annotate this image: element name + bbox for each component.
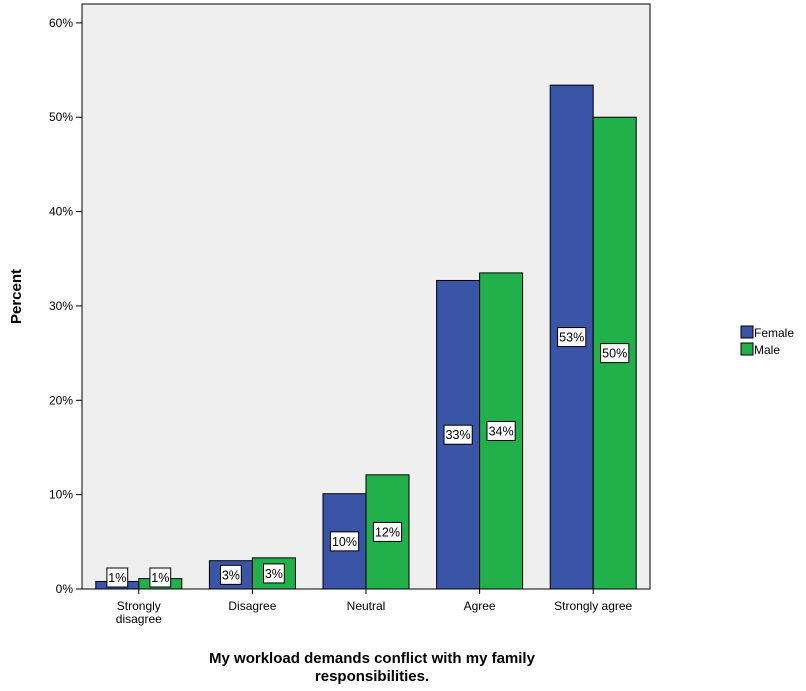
data-label: 12% xyxy=(375,525,400,539)
y-tick-label: 60% xyxy=(49,16,73,30)
y-tick-label: 40% xyxy=(49,205,73,219)
legend: Female Male xyxy=(740,325,794,357)
x-tick-label: Disagree xyxy=(228,599,276,613)
data-label-box xyxy=(149,567,172,588)
y-tick-label: 10% xyxy=(49,488,73,502)
data-labels: 1% 1% 3% 3% 10% 12% 33% 34% 53% 50% xyxy=(106,327,630,588)
data-label: 3% xyxy=(222,568,240,582)
data-label-box xyxy=(486,420,516,441)
data-label-box xyxy=(443,424,473,445)
x-tick-label-line: Disagree xyxy=(228,599,276,613)
data-label: 1% xyxy=(108,571,126,585)
data-label-box xyxy=(329,531,360,552)
x-tick-label-line: Strongly agree xyxy=(554,599,632,613)
data-label: 3% xyxy=(265,567,283,581)
y-tick-label: 20% xyxy=(49,393,73,407)
y-tick-label: 30% xyxy=(49,299,73,313)
data-label-box xyxy=(600,343,630,364)
data-label-box xyxy=(106,567,129,588)
y-tick-label: 0% xyxy=(56,582,74,596)
legend-swatch-male xyxy=(740,342,754,356)
legend-label-male: Male xyxy=(754,343,780,357)
data-label-box xyxy=(220,564,242,585)
x-tick-label: Strongly agree xyxy=(554,599,632,613)
legend-swatch-female xyxy=(740,325,754,339)
x-tick-label-line: disagree xyxy=(116,612,162,626)
data-label: 34% xyxy=(489,424,514,438)
data-label: 50% xyxy=(602,347,627,361)
x-axis-title: My workload demands conflict with my fam… xyxy=(209,650,536,685)
data-label-box xyxy=(372,521,403,542)
y-axis-title: Percent xyxy=(8,269,25,324)
y-axis: 0% 10% 20% 30% 40% 50% 60% xyxy=(49,16,82,596)
x-tick-label-line: Agree xyxy=(464,599,496,613)
x-tick-label-line: Strongly xyxy=(117,599,161,613)
data-label-box xyxy=(263,563,285,584)
y-tick-label: 50% xyxy=(49,110,73,124)
x-axis: Strongly disagree Disagree Neutral Agree Stro… xyxy=(116,589,633,626)
data-label-box xyxy=(557,327,587,348)
x-tick-label-line: Neutral xyxy=(347,599,386,613)
x-axis-title-line: My workload demands conflict with my fam… xyxy=(209,650,536,667)
x-tick-label: Neutral xyxy=(347,599,386,613)
data-label: 53% xyxy=(559,331,584,345)
x-tick-label: Strongly disagree xyxy=(116,599,162,626)
x-tick-label: Agree xyxy=(464,599,496,613)
data-label: 10% xyxy=(332,535,357,549)
x-axis-title-line: responsibilities. xyxy=(315,668,429,685)
legend-label-female: Female xyxy=(754,326,794,340)
data-label: 1% xyxy=(151,571,169,585)
data-label: 33% xyxy=(446,428,471,442)
